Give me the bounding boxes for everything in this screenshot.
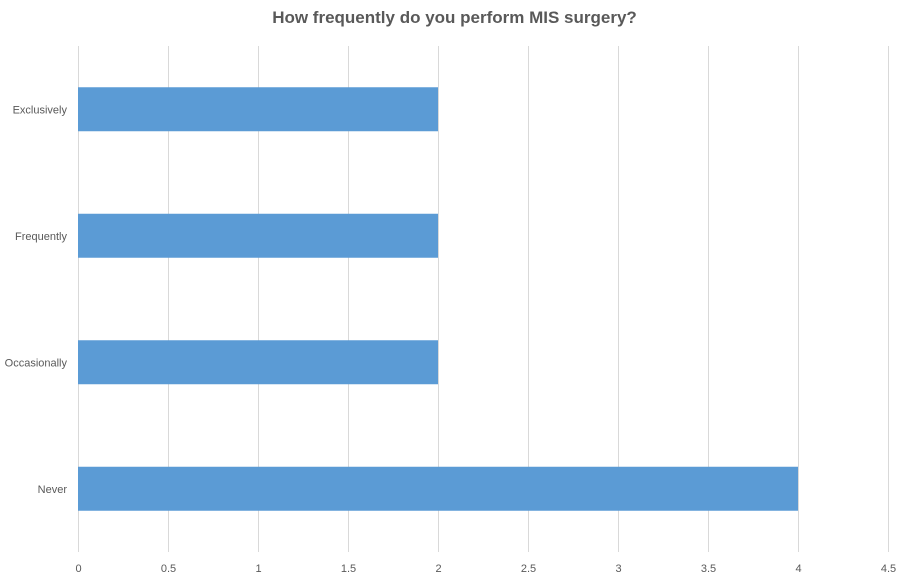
x-tick-label: 0.5 [161, 563, 176, 575]
chart-title: How frequently do you perform MIS surger… [272, 8, 637, 27]
bar [78, 340, 438, 385]
x-tick-label: 0 [75, 563, 81, 575]
x-tick-label: 3.5 [701, 563, 716, 575]
bar [78, 466, 798, 511]
category-label: Never [38, 484, 68, 496]
category-label: Frequently [15, 231, 67, 243]
x-tick-label: 4 [795, 563, 801, 575]
x-tick-label: 1 [255, 563, 261, 575]
x-tick-label: 1.5 [341, 563, 356, 575]
x-tick-label: 4.5 [881, 563, 896, 575]
category-label: Occasionally [5, 357, 68, 369]
x-tick-label: 2.5 [521, 563, 536, 575]
bar [78, 87, 438, 132]
bar [78, 213, 438, 258]
x-tick-label: 2 [435, 563, 441, 575]
x-tick-label: 3 [615, 563, 621, 575]
category-label: Exclusively [13, 104, 68, 116]
